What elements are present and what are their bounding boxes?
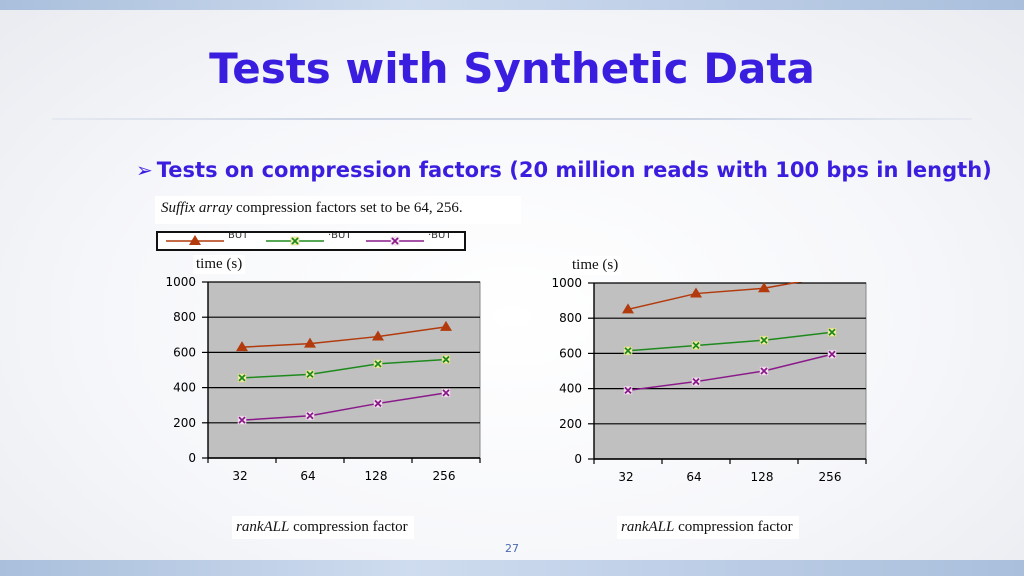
chart1-ytick-label: 0 [188, 451, 196, 465]
chart1-series-2-point [441, 355, 451, 364]
chart2-ytick-label: 400 [559, 382, 582, 396]
chart1-series-3-point [305, 411, 315, 421]
chart2-series-1-point [758, 282, 770, 293]
chart2-xlabel-text: compression factor [674, 519, 793, 535]
bullet-point: ➢ Tests on compression factors (20 millio… [136, 158, 992, 182]
chart1-series-2-point [373, 359, 383, 369]
chart1-ytick-label: 1000 [165, 275, 196, 289]
legend-svg: BUT ·BUT ·BUT [166, 233, 452, 246]
chart2-series-3-point [827, 349, 837, 359]
page-title: Tests with Synthetic Data [209, 44, 815, 93]
chart2-series-2-point [691, 341, 701, 350]
legend-label-2: ·BUT [328, 233, 352, 241]
title-divider [52, 118, 972, 120]
chart2-series-1-point [826, 271, 838, 280]
chart2-series-3-line [627, 353, 833, 392]
chart2-xlabel-italic: rankALL [621, 519, 675, 535]
top-band [0, 0, 1024, 10]
chart1-series-2-point [237, 373, 247, 383]
chart1-xtick-label: 128 [365, 469, 388, 483]
arrow-bullet-icon: ➢ [136, 158, 153, 182]
chart1-series-3-point [373, 399, 383, 408]
chart2-series-3-point [691, 377, 701, 386]
chart1-xtick-label: 256 [433, 469, 456, 483]
chart2-xlabel: rankALL compression factor [617, 516, 799, 539]
chart2-series-3-point [623, 386, 633, 395]
chart1-series-2-line [241, 358, 447, 379]
note-text: compression factors set to be 64, 256. [232, 200, 463, 216]
chart2: 0 200 400 600 800 1000 32 64 128 256 [551, 271, 867, 484]
chart2-xtick-label: 64 [686, 470, 701, 484]
chart1-ytick-label: 600 [173, 345, 196, 359]
legend-marker-1 [189, 235, 201, 245]
chart1-series-1-point [372, 330, 384, 341]
chart2-ylabel: time (s) [569, 256, 622, 275]
chart2-series-1-line [627, 282, 803, 311]
chart1-ytick-label: 800 [173, 310, 196, 324]
chart1-series-1-point [304, 337, 316, 348]
chart2-series-1-point [690, 287, 702, 298]
suffix-array-note: Suffix array compression factors set to … [155, 196, 521, 224]
legend-label-1: BUT [228, 233, 249, 241]
chart1-xlabel-text: compression factor [289, 519, 408, 535]
legend-marker-2 [290, 236, 300, 246]
chart1-series-1-line [241, 326, 447, 348]
chart1-series-3-point [441, 388, 451, 398]
chart2-ytick-label: 200 [559, 417, 582, 431]
chart1-xtick-label: 64 [300, 469, 315, 483]
chart2-series-2-point [759, 335, 769, 345]
chart1-series-group [236, 320, 452, 425]
chart1-series-1-point [236, 341, 248, 352]
chart1-plot-area [207, 281, 481, 459]
legend-label-3: ·BUT [428, 233, 452, 241]
chart1-ytick-label: 200 [173, 416, 196, 430]
page-number: 27 [505, 542, 519, 555]
chart2-series-2-point [623, 346, 633, 356]
chart2-series-2-line [627, 331, 833, 352]
bullet-text: Tests on compression factors (20 million… [156, 158, 992, 182]
chart2-series-3-point [759, 366, 769, 376]
bottom-band [0, 560, 1024, 576]
chart1-series-3-point [237, 415, 247, 425]
chart2-ytick-label: 800 [559, 311, 582, 325]
chart1-xlabel-italic: rankALL [236, 519, 290, 535]
chart1-ytick-label: 400 [173, 381, 196, 395]
chart1-xlabel: rankALL compression factor [232, 516, 414, 539]
note-italic: Suffix array [161, 200, 233, 216]
legend-marker-3 [390, 236, 400, 246]
chart1-ylabel: time (s) [193, 255, 246, 274]
chart2-xtick-label: 128 [751, 470, 774, 484]
chart1: 0 200 400 600 800 1000 32 64 128 256 [165, 275, 481, 483]
chart2-series-2-point [827, 327, 837, 337]
chart2-xtick-label: 32 [618, 470, 633, 484]
chart-legend: BUT ·BUT ·BUT [156, 231, 466, 251]
chart2-ytick-label: 1000 [551, 276, 582, 290]
chart2-plot-area [593, 282, 867, 460]
chart1-series-2-point [305, 370, 315, 379]
chart1-series-1-point [440, 320, 452, 331]
chart2-series-group [622, 271, 838, 395]
chart1-xtick-label: 32 [232, 469, 247, 483]
chart1-series-3-line [241, 392, 447, 421]
chart2-ytick-label: 600 [559, 346, 582, 360]
chart2-xtick-label: 256 [819, 470, 842, 484]
chart2-series-1-point [622, 303, 634, 314]
chart2-ytick-label: 0 [574, 452, 582, 466]
